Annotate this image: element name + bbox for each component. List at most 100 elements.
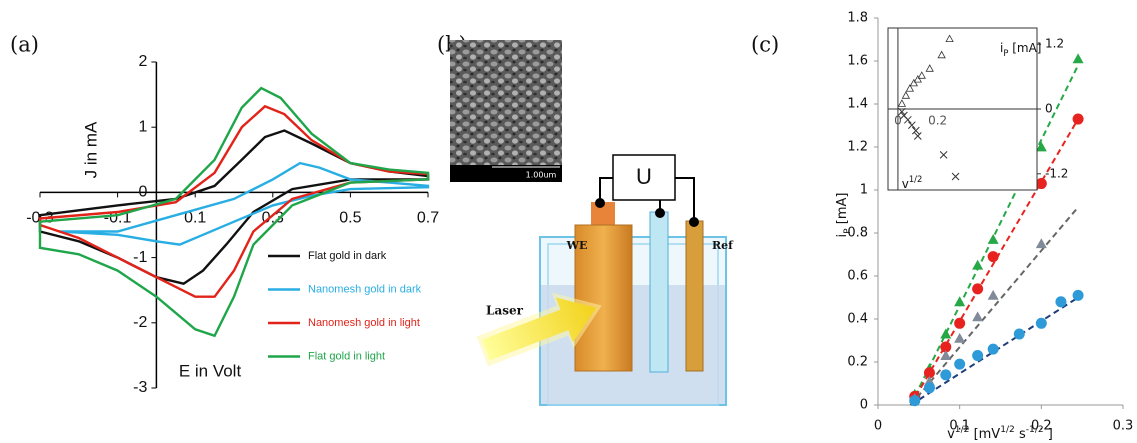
x-axis-label-part: s (1015, 427, 1026, 442)
ref-label: Ref (712, 239, 734, 252)
x-tick-label: 0.1 (184, 210, 206, 227)
point (1035, 178, 1047, 190)
y-axis-label-part: [mA] (1008, 41, 1041, 55)
cell-diagram: U WE Ref Laser (476, 154, 734, 406)
point (972, 259, 984, 270)
cv-curve (38, 86, 430, 338)
y-tick-label: 0 (138, 184, 147, 201)
cv-curve (59, 161, 430, 246)
point (937, 50, 946, 59)
sem-image: 1.00um (450, 40, 562, 182)
fit-line (910, 296, 1079, 406)
fit-line (909, 64, 1079, 406)
y-tick-label: 2 (138, 53, 147, 70)
panel-label: (a) (10, 33, 39, 57)
y-tick-label: 0 (860, 398, 868, 413)
point (909, 395, 921, 407)
y-tick-label: 0.2 (847, 355, 868, 370)
y-tick-label: -3 (133, 379, 147, 396)
x-tick-label: 0.3 (262, 210, 284, 227)
point (904, 115, 912, 124)
legend-label: Flat gold in dark (308, 250, 387, 262)
point (940, 350, 952, 360)
x-axis-label: E in Volt (179, 361, 242, 380)
y-tick-label: 1.2 (1045, 37, 1064, 51)
x-axis-label-part: 1/2 (1000, 425, 1015, 435)
point (940, 369, 952, 381)
point (905, 84, 915, 92)
y-tick-label: 0.4 (847, 312, 868, 327)
point (972, 311, 984, 322)
counter-electrode (649, 211, 669, 373)
terminal (655, 208, 665, 218)
y-axis-label: iP [mA] (1000, 41, 1041, 58)
point (913, 132, 922, 140)
panel-label: (c) (751, 33, 779, 57)
x-tick-label: 0.1 (949, 419, 970, 434)
x-tick-label: 0.2 (928, 114, 947, 128)
x-tick-label: 0.2 (1031, 419, 1052, 434)
y-axis-label-part: i (835, 234, 850, 238)
point (917, 71, 926, 79)
y-tick-label: 1.6 (847, 54, 868, 69)
point (972, 283, 984, 295)
point (940, 328, 952, 339)
point (911, 126, 920, 135)
fit-line (909, 206, 1079, 406)
y-tick-label: 0.6 (847, 269, 868, 284)
x-axis-label-part: v (902, 177, 909, 191)
y-axis-label-part: i (1000, 41, 1003, 55)
source-label: U (636, 164, 652, 189)
point (987, 251, 999, 263)
x-tick-label: 0.5 (339, 210, 361, 227)
y-tick-label: -1.2 (1045, 166, 1068, 180)
terminal (689, 217, 699, 227)
y-axis-label-part: P (1003, 48, 1008, 58)
scale-bar-label: 1.00um (526, 171, 557, 180)
x-axis-label: v1/2 (902, 174, 923, 191)
x-axis-label-part: ] (1044, 427, 1053, 442)
reference-electrode (685, 220, 704, 372)
point (954, 358, 966, 370)
point (907, 121, 916, 130)
point (1072, 113, 1084, 125)
point (923, 367, 935, 379)
laser-arrow (476, 292, 602, 367)
y-tick-label: 0 (1045, 102, 1053, 116)
x-axis-label-part: 1/2 (909, 174, 922, 184)
point (1035, 141, 1047, 152)
y-tick-label: 1.2 (847, 140, 868, 155)
point (898, 107, 906, 116)
y-axis-label: J in mA (81, 121, 100, 178)
point (909, 78, 919, 87)
y-tick-label: -1 (133, 249, 147, 266)
working-electrode (574, 224, 633, 372)
point (913, 74, 922, 83)
point (954, 332, 966, 343)
point (939, 151, 948, 159)
y-tick-label: 0.8 (847, 226, 868, 241)
point (1013, 328, 1025, 340)
sem-texture (450, 40, 562, 182)
x-tick-label: 0.7 (417, 210, 439, 227)
point (897, 99, 907, 107)
x-tick-label: 0 (874, 419, 882, 434)
source-box (612, 154, 676, 201)
point (945, 34, 954, 42)
point (954, 317, 966, 329)
legend-label: Nanomesh gold in light (308, 317, 420, 329)
point (925, 64, 934, 72)
scale-bar-strip (450, 165, 562, 182)
y-tick-label: 1 (138, 118, 147, 135)
y-tick-label: 1.4 (847, 97, 868, 112)
point (1072, 289, 1084, 301)
y-axis-label-part: P (843, 228, 853, 234)
x-tick-label: 0.3 (1113, 419, 1134, 434)
point (901, 91, 911, 99)
point (987, 343, 999, 355)
point (954, 296, 966, 307)
y-tick-label: 1.8 (847, 11, 868, 26)
legend-label: Flat gold in light (308, 350, 385, 362)
x-axis-label-part: -1/2 (1026, 425, 1044, 435)
